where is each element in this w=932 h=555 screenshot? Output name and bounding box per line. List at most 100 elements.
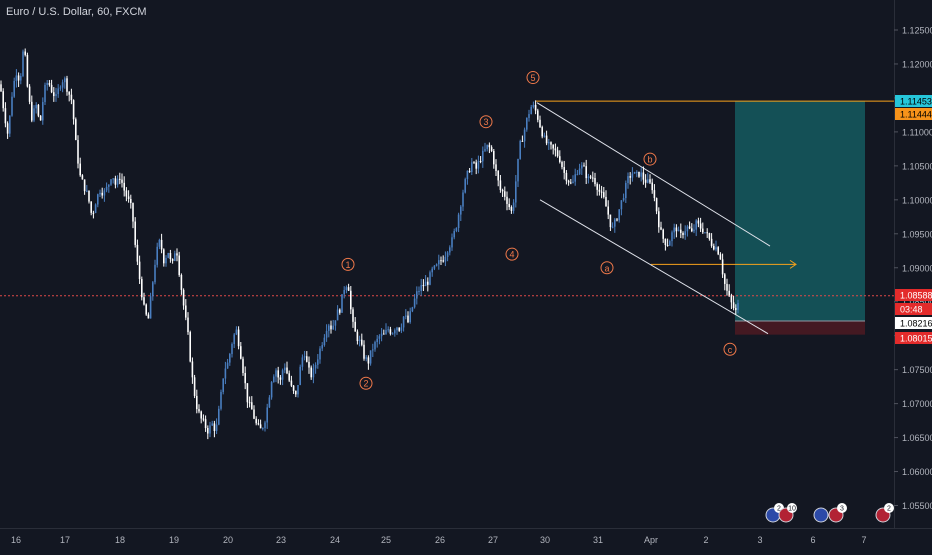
- candle: [717, 247, 719, 255]
- candle: [130, 199, 132, 203]
- candle: [383, 333, 385, 335]
- candle: [642, 172, 645, 180]
- candle: [105, 186, 108, 191]
- candle: [350, 290, 352, 310]
- candle: [515, 181, 517, 203]
- candle: [48, 83, 51, 85]
- x-tick-label: 18: [115, 535, 125, 545]
- wave-label: a: [604, 263, 609, 273]
- candle: [704, 232, 706, 234]
- candle: [605, 196, 607, 207]
- candle: [449, 247, 451, 253]
- candle: [6, 123, 9, 134]
- candle: [266, 407, 268, 423]
- candle: [90, 201, 92, 213]
- ray-arrow-icon: [789, 259, 797, 269]
- candle: [31, 101, 33, 121]
- x-tick-label: Apr: [644, 535, 658, 545]
- candle: [479, 160, 482, 162]
- wave-label: 3: [483, 117, 488, 127]
- price-label: 1.08015: [900, 334, 932, 344]
- candle: [543, 135, 546, 137]
- candle: [484, 149, 486, 151]
- y-tick-label: 1.08500: [902, 297, 932, 307]
- candle: [512, 202, 515, 211]
- candle: [39, 115, 42, 121]
- candle: [451, 237, 453, 248]
- candle: [264, 422, 266, 429]
- candle: [182, 289, 185, 306]
- candle: [508, 203, 510, 208]
- candle: [352, 309, 354, 322]
- candle: [473, 162, 475, 164]
- candle: [317, 359, 319, 365]
- candle: [488, 144, 491, 148]
- candle: [86, 190, 88, 192]
- candle: [618, 209, 620, 221]
- candle: [222, 378, 224, 392]
- candle: [279, 377, 282, 380]
- candle: [629, 176, 631, 178]
- x-tick-label: 7: [861, 535, 866, 545]
- candle: [556, 150, 559, 157]
- candle: [578, 168, 581, 175]
- candle: [136, 244, 139, 262]
- candle: [669, 241, 671, 246]
- candle: [301, 357, 304, 367]
- event-flag-icon: [813, 507, 829, 523]
- candle: [506, 196, 508, 204]
- candle: [354, 321, 356, 332]
- candle: [134, 221, 136, 245]
- candle: [391, 333, 394, 335]
- candle: [387, 329, 389, 331]
- candle: [737, 302, 739, 310]
- candle: [286, 367, 288, 374]
- candle: [50, 84, 53, 93]
- candle: [420, 285, 422, 292]
- candle: [631, 173, 634, 178]
- candle: [418, 291, 420, 293]
- candle: [24, 51, 26, 55]
- candle: [374, 342, 376, 350]
- candle: [323, 337, 326, 346]
- candle: [277, 370, 279, 378]
- candle: [611, 226, 614, 228]
- candle: [178, 255, 180, 275]
- candle: [396, 327, 398, 331]
- candle: [88, 190, 90, 202]
- candle: [110, 179, 112, 185]
- candle: [167, 252, 169, 258]
- candle: [471, 162, 473, 173]
- candle: [402, 316, 405, 328]
- symbol-title: Euro / U.S. Dollar, 60, FXCM: [6, 6, 147, 18]
- candle: [325, 330, 328, 338]
- candle: [213, 423, 216, 431]
- candle: [528, 114, 530, 118]
- candle: [200, 411, 202, 419]
- candle: [347, 287, 350, 291]
- candle: [427, 281, 429, 285]
- candle: [567, 180, 570, 183]
- candle: [735, 308, 737, 310]
- candle: [530, 106, 532, 115]
- price-label: 03:48: [900, 305, 923, 315]
- x-tick-label: 24: [330, 535, 340, 545]
- candle: [312, 368, 315, 378]
- candle: [675, 227, 678, 232]
- candle: [44, 84, 46, 103]
- candle: [253, 409, 255, 419]
- candle: [440, 260, 442, 262]
- candle: [37, 104, 40, 116]
- candle: [22, 51, 24, 77]
- candle: [125, 190, 128, 197]
- candle: [710, 238, 713, 246]
- wave-label: 2: [363, 379, 368, 389]
- candle: [149, 296, 152, 319]
- candle: [163, 249, 165, 264]
- candle: [464, 179, 466, 193]
- candle: [231, 344, 233, 354]
- candle: [211, 423, 213, 426]
- candle: [270, 382, 273, 398]
